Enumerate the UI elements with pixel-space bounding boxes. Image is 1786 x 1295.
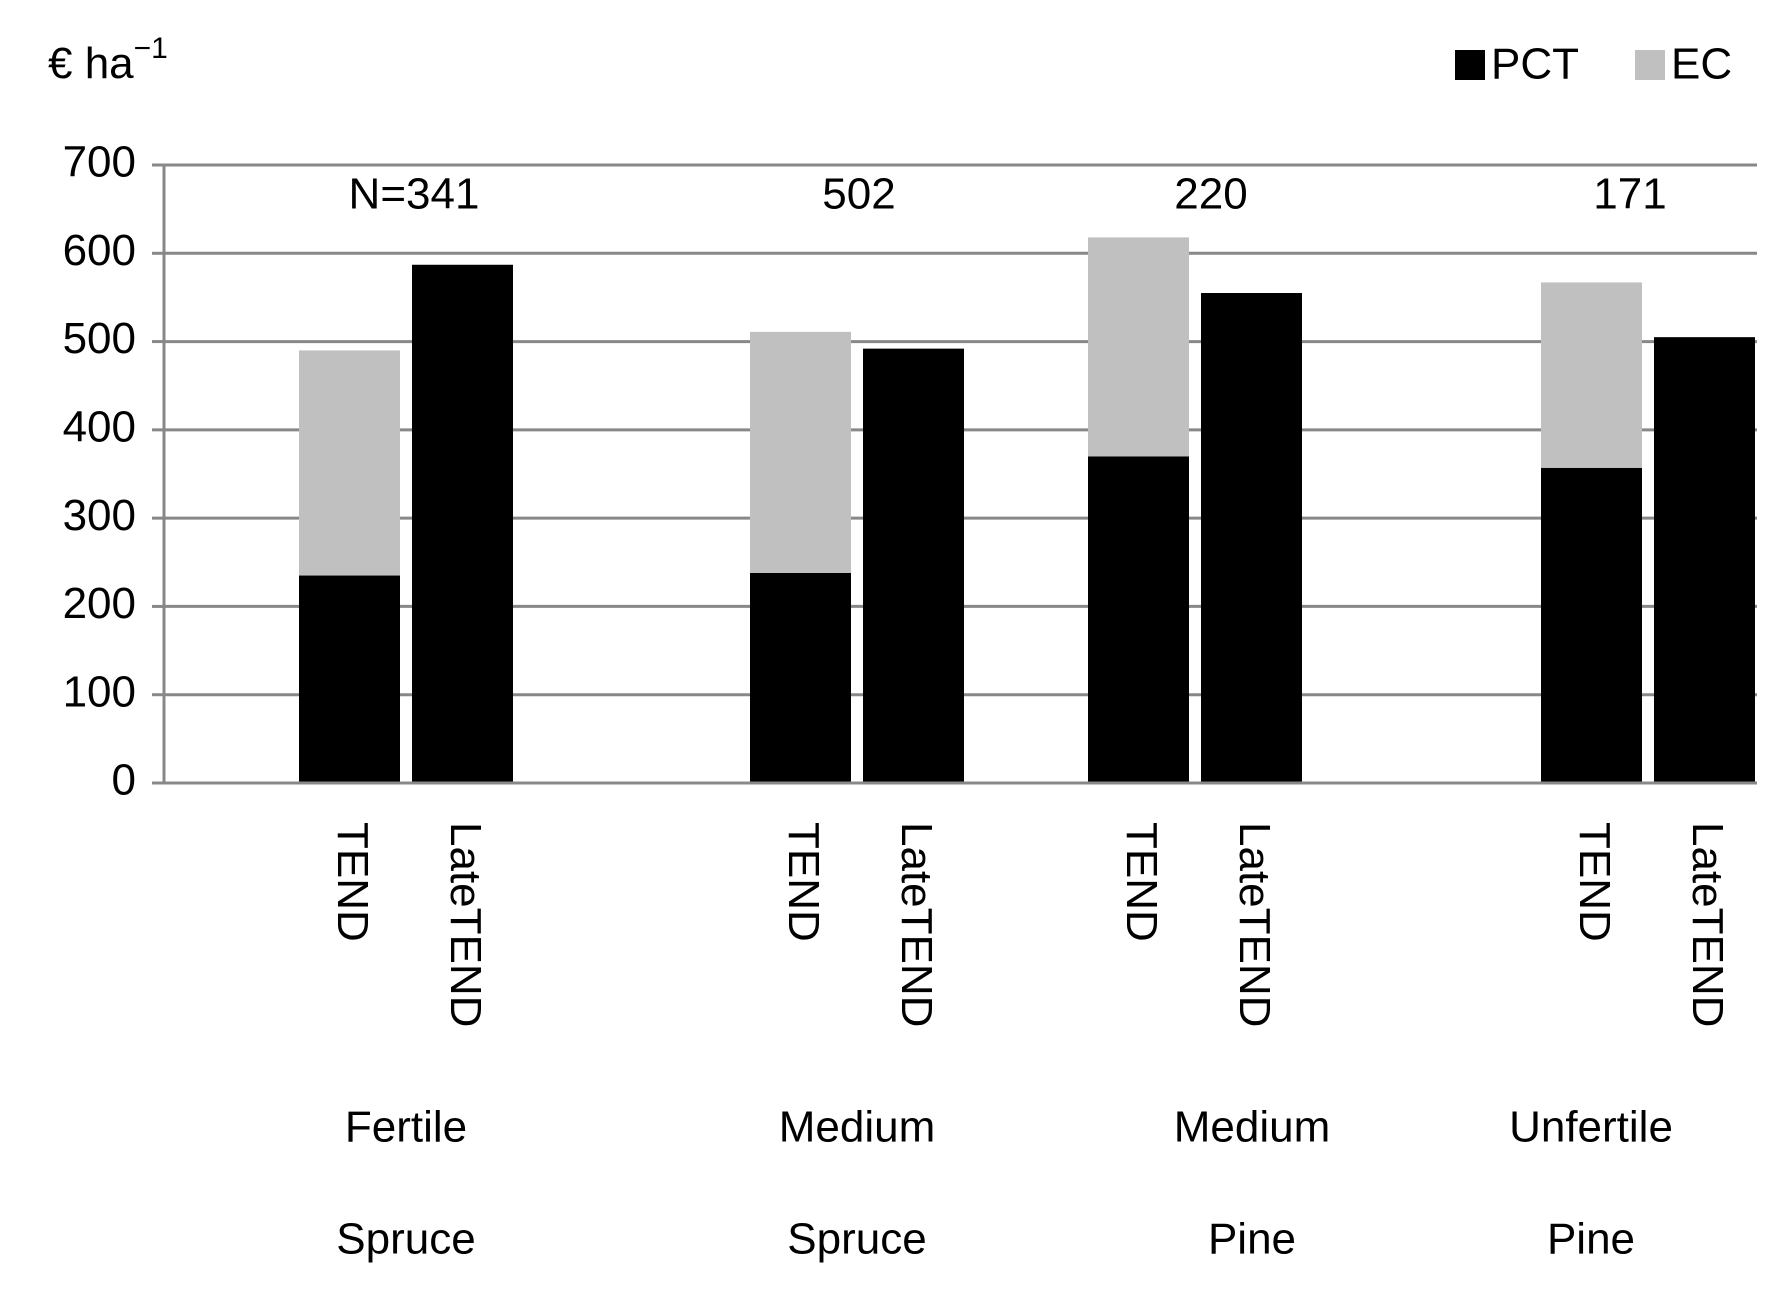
y-label-exponent: −1: [134, 32, 168, 65]
legend-label: PCT: [1491, 40, 1579, 89]
bar-segment: [1654, 337, 1755, 783]
y-tick-label: 200: [63, 579, 136, 628]
group-label: Fertile: [345, 1103, 467, 1152]
y-tick-label: 400: [63, 402, 136, 451]
x-tick-label: TEND: [328, 822, 377, 942]
x-tick-label: TEND: [779, 822, 828, 942]
y-tick-label: 0: [112, 756, 136, 805]
bar-segment: [299, 575, 400, 783]
legend-swatch: [1455, 50, 1485, 80]
group-annotation: 502: [822, 170, 895, 219]
y-tick-label: 700: [63, 138, 136, 187]
x-tick-label: LateTEND: [892, 822, 941, 1027]
x-tick-label: LateTEND: [1683, 822, 1732, 1027]
bar-segment: [750, 572, 851, 783]
bar-segment: [1201, 293, 1302, 783]
group-label: Unfertile: [1509, 1103, 1673, 1152]
legend-label: EC: [1671, 40, 1732, 89]
y-tick-label: 500: [63, 314, 136, 363]
group-label: Medium: [779, 1103, 936, 1152]
x-tick-label: TEND: [1570, 822, 1619, 942]
bar-segment: [299, 350, 400, 576]
group-label: Spruce: [336, 1215, 475, 1264]
bar-segment: [1088, 456, 1189, 783]
bar-segment: [1541, 467, 1642, 783]
legend-swatch: [1635, 50, 1665, 80]
y-tick-label: 100: [63, 667, 136, 716]
group-label: Spruce: [787, 1215, 926, 1264]
group-annotation: N=341: [349, 170, 480, 219]
x-tick-label: LateTEND: [1230, 822, 1279, 1027]
x-tick-label: LateTEND: [441, 822, 490, 1027]
y-tick-label: 300: [63, 491, 136, 540]
bar-segment: [750, 331, 851, 573]
y-tick-label: 600: [63, 226, 136, 275]
group-annotation: 220: [1174, 170, 1247, 219]
bar-segment: [412, 264, 513, 784]
group-label: Pine: [1547, 1215, 1635, 1264]
bar-segment: [863, 348, 964, 783]
bar-segment: [1541, 282, 1642, 468]
group-annotation: 171: [1593, 170, 1666, 219]
y-axis-label: € ha−1: [48, 32, 168, 88]
group-label: Medium: [1174, 1103, 1331, 1152]
bar-segment: [1088, 237, 1189, 457]
y-label-base: € ha: [48, 39, 134, 88]
x-tick-label: TEND: [1117, 822, 1166, 942]
group-label: Pine: [1208, 1215, 1296, 1264]
